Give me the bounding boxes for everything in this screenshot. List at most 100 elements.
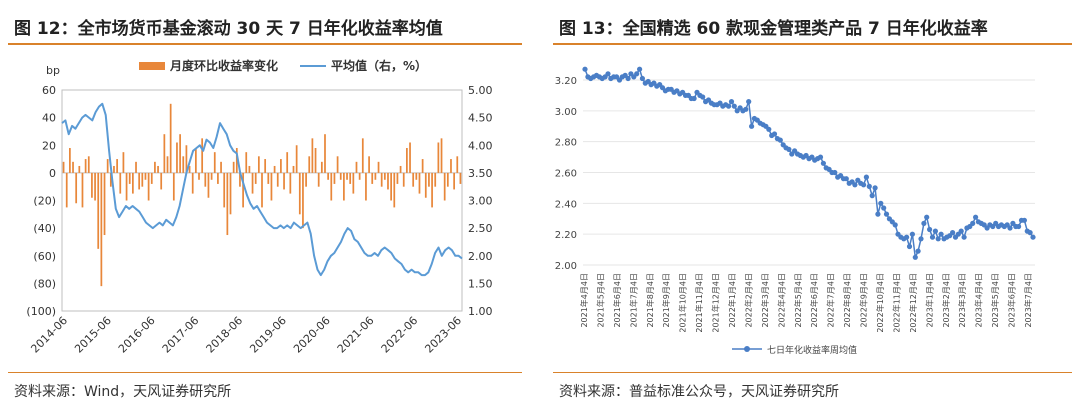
bar-monthly-change xyxy=(144,172,147,180)
data-point xyxy=(852,182,858,188)
bar-monthly-change xyxy=(141,172,144,187)
x-tick-label: 2022-06 xyxy=(379,314,421,356)
bar-monthly-change xyxy=(179,134,181,173)
bar-monthly-change xyxy=(459,172,462,184)
legend-bar-swatch xyxy=(139,62,165,70)
bar-monthly-change xyxy=(138,172,141,190)
legend-label: 七日年化收益率周均值 xyxy=(767,344,857,356)
bar-monthly-change xyxy=(147,172,150,201)
bar-monthly-change xyxy=(69,148,71,173)
data-point xyxy=(927,226,933,233)
bar-monthly-change xyxy=(399,165,402,173)
bar-monthly-change xyxy=(298,172,301,215)
x-tick-label: 2022年3月4日 xyxy=(760,273,770,328)
x-tick-label: 2021年10月4日 xyxy=(678,273,688,333)
x-tick-label: 2023年6月4日 xyxy=(1007,273,1017,328)
bar-monthly-change xyxy=(302,172,304,229)
bar-monthly-change xyxy=(383,172,386,180)
data-point xyxy=(786,146,792,152)
bar-monthly-change xyxy=(217,172,219,184)
bar-monthly-change xyxy=(116,159,118,173)
y-left-tick-label: (100) xyxy=(26,305,56,318)
data-point xyxy=(892,222,898,228)
x-tick-label: 2022年4月4日 xyxy=(776,273,786,328)
bar-monthly-change xyxy=(409,142,411,173)
bar-monthly-change xyxy=(324,134,326,173)
bar-monthly-change xyxy=(402,172,405,187)
legend-marker xyxy=(744,346,750,352)
x-tick-label: 2023年7月4日 xyxy=(1023,273,1033,328)
bar-monthly-change xyxy=(135,161,137,173)
bar-monthly-change xyxy=(172,172,175,201)
bar-monthly-change xyxy=(286,152,289,173)
x-tick-label: 2022年5月4日 xyxy=(793,273,803,328)
bar-monthly-change xyxy=(377,161,380,173)
data-point xyxy=(918,236,924,242)
y-left-tick-label: 20 xyxy=(42,139,56,152)
x-tick-label: 2021-06 xyxy=(335,314,377,356)
bar-monthly-change xyxy=(223,172,226,208)
data-point xyxy=(970,220,976,226)
bar-monthly-change xyxy=(267,172,270,184)
x-tick-label: 2017-06 xyxy=(160,314,202,356)
data-point xyxy=(605,71,611,77)
x-tick-label: 2022年1月4日 xyxy=(727,273,737,328)
x-tick-label: 2022年12月4日 xyxy=(908,273,918,333)
data-point xyxy=(691,95,697,102)
bar-monthly-change xyxy=(72,161,74,173)
data-point xyxy=(929,234,936,240)
bar-monthly-change xyxy=(185,145,188,173)
bar-monthly-change xyxy=(365,172,367,201)
bar-monthly-change xyxy=(182,156,185,173)
bar-monthly-change xyxy=(62,161,65,173)
bar-monthly-change xyxy=(428,172,430,187)
data-point xyxy=(909,231,915,237)
bar-monthly-change xyxy=(125,172,128,201)
bar-monthly-change xyxy=(84,159,87,173)
bar-monthly-change xyxy=(176,142,178,173)
bar-monthly-change xyxy=(387,172,389,190)
bar-monthly-change xyxy=(109,172,112,187)
bar-monthly-change xyxy=(358,172,361,180)
y-left-tick-label: (40) xyxy=(33,222,56,235)
y-left-tick-label: (80) xyxy=(33,277,56,290)
bar-monthly-change xyxy=(418,172,421,194)
bar-monthly-change xyxy=(289,172,292,194)
y-left-tick-label: 40 xyxy=(42,112,56,125)
y-tick-label: 2.80 xyxy=(555,138,577,149)
left-source-rule xyxy=(8,372,522,373)
bar-monthly-change xyxy=(87,156,90,173)
data-point xyxy=(932,228,938,234)
left-source-note: 资料来源：Wind，天风证券研究所 xyxy=(14,384,232,400)
bar-monthly-change xyxy=(81,172,84,208)
x-tick-label: 2022年8月4日 xyxy=(842,273,852,328)
bar-monthly-change xyxy=(437,142,440,173)
y-right-tick-label: 3.00 xyxy=(468,195,493,208)
bar-monthly-change xyxy=(311,138,314,173)
bar-monthly-change xyxy=(226,172,229,236)
bar-monthly-change xyxy=(254,172,257,184)
data-point xyxy=(817,154,824,160)
data-point xyxy=(883,211,890,217)
data-point xyxy=(924,214,930,220)
data-point xyxy=(872,185,878,191)
bar-monthly-change xyxy=(106,159,109,173)
bar-monthly-change xyxy=(343,172,345,201)
bar-monthly-change xyxy=(406,148,408,173)
bar-monthly-change xyxy=(308,156,311,173)
bar-monthly-change xyxy=(198,172,200,180)
right-title-rule xyxy=(553,43,1072,45)
bar-monthly-change xyxy=(317,172,320,187)
bar-monthly-change xyxy=(424,172,427,198)
bar-monthly-change xyxy=(368,156,370,173)
x-tick-label: 2018-06 xyxy=(204,314,246,356)
bar-monthly-change xyxy=(163,134,166,173)
bar-monthly-change xyxy=(421,159,424,173)
bar-monthly-change xyxy=(320,161,323,173)
bar-monthly-change xyxy=(128,172,131,184)
plot-frame xyxy=(61,89,463,312)
bar-monthly-change xyxy=(305,172,307,187)
y-tick-label: 2.60 xyxy=(555,169,577,180)
bar-monthly-change xyxy=(450,159,452,173)
bar-monthly-change xyxy=(207,172,210,198)
